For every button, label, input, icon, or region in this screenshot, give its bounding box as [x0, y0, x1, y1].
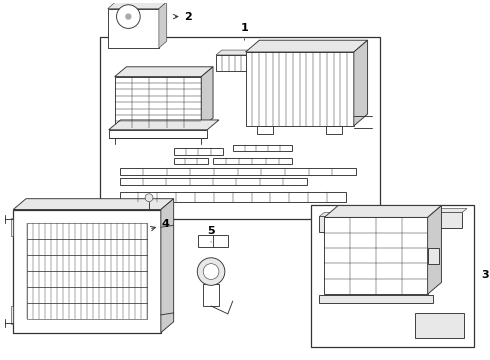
Bar	[203, 284, 219, 306]
Polygon shape	[319, 212, 346, 216]
Polygon shape	[11, 306, 13, 324]
Bar	[173, 158, 208, 164]
Bar	[435, 212, 462, 228]
Bar	[216, 55, 247, 71]
Polygon shape	[115, 67, 213, 77]
Bar	[415, 313, 464, 338]
Circle shape	[117, 5, 140, 28]
Polygon shape	[428, 206, 441, 294]
Polygon shape	[13, 199, 173, 210]
Bar	[312, 204, 474, 347]
Polygon shape	[435, 208, 467, 212]
Bar	[27, 223, 147, 319]
Bar	[120, 178, 307, 185]
Bar	[233, 145, 292, 152]
Polygon shape	[159, 2, 167, 48]
Bar	[120, 168, 356, 175]
Bar	[326, 126, 342, 134]
Bar	[109, 130, 207, 138]
Text: 5: 5	[207, 226, 215, 242]
Polygon shape	[354, 40, 368, 126]
Circle shape	[145, 194, 153, 202]
Bar	[213, 158, 292, 164]
Polygon shape	[108, 2, 167, 9]
Polygon shape	[245, 40, 368, 52]
Polygon shape	[161, 199, 173, 333]
Text: 1: 1	[241, 23, 248, 40]
Bar	[115, 77, 201, 128]
Bar	[428, 248, 440, 264]
Bar	[324, 217, 428, 294]
Bar	[319, 295, 433, 303]
Text: 2: 2	[173, 12, 192, 22]
Polygon shape	[11, 219, 13, 236]
Polygon shape	[109, 120, 219, 130]
Bar	[257, 126, 273, 134]
Bar	[173, 148, 223, 156]
Text: 3: 3	[482, 270, 490, 280]
Polygon shape	[216, 50, 253, 55]
Circle shape	[197, 258, 225, 285]
Bar	[13, 210, 161, 333]
Bar	[245, 52, 354, 126]
Bar	[108, 9, 159, 48]
Text: 4: 4	[150, 219, 170, 231]
Bar	[120, 192, 346, 202]
Bar	[198, 235, 228, 247]
Polygon shape	[324, 206, 441, 217]
Bar	[100, 37, 380, 219]
Bar	[319, 216, 341, 232]
Circle shape	[126, 14, 131, 19]
Polygon shape	[201, 67, 213, 128]
Bar	[420, 317, 438, 333]
Circle shape	[203, 264, 219, 279]
